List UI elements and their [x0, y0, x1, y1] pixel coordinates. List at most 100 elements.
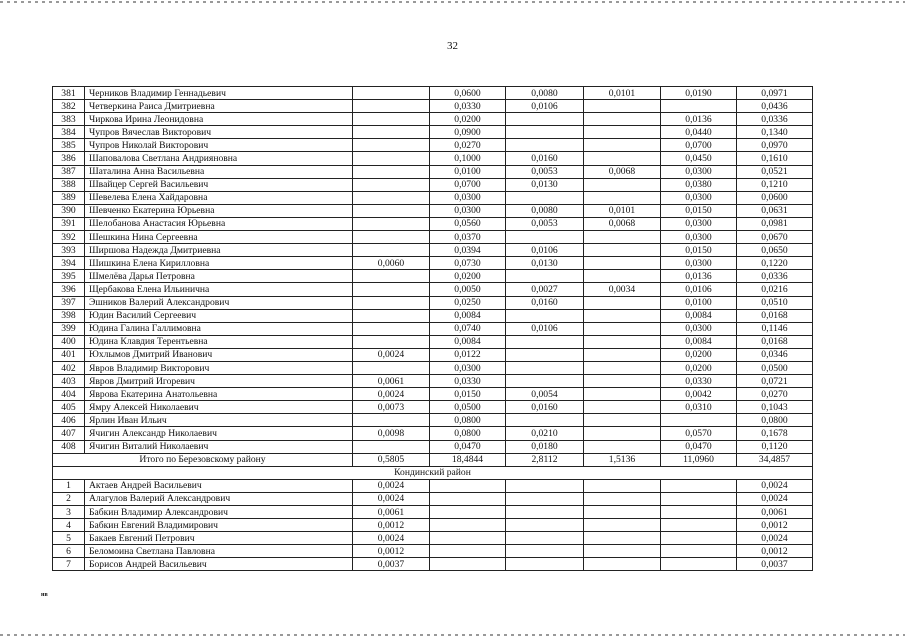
value-cell: 0,0450 [660, 151, 737, 166]
person-name: Актаев Андрей Васильевич [84, 478, 353, 493]
value-cell: 0,0300 [429, 360, 506, 376]
value-cell: 0,0012 [736, 544, 813, 559]
value-cell: 0,1043 [736, 400, 813, 415]
value-cell: 0,0054 [505, 387, 584, 402]
row-number: 390 [52, 203, 85, 218]
value-cell: 0,0650 [736, 243, 813, 258]
person-name: Юдина Галина Галлимовна [84, 321, 353, 336]
value-cell [505, 544, 584, 559]
person-name: Ярлин Иван Ильич [84, 413, 353, 428]
value-cell: 0,0370 [429, 230, 506, 245]
value-cell: 0,0600 [736, 190, 813, 205]
value-cell [660, 557, 737, 572]
value-cell: 0,0670 [736, 230, 813, 245]
value-cell [583, 413, 661, 428]
value-cell: 0,0800 [429, 413, 506, 428]
person-name: Шелобанова Анастасия Юрьевна [84, 216, 353, 232]
value-cell [352, 99, 430, 114]
value-cell: 0,0981 [736, 216, 813, 232]
value-cell: 0,0084 [660, 334, 737, 349]
row-number: 404 [52, 387, 85, 402]
value-cell: 0,0500 [429, 400, 506, 415]
row-number: 402 [52, 360, 85, 376]
value-cell [583, 321, 661, 336]
person-name: Шаталина Анна Васильевна [84, 164, 353, 179]
table-row: 401 Юхлымов Дмитрий Иванович 0,0024 0,0122 0… [52, 347, 813, 362]
person-name: Шишкина Елена Кирилловна [84, 256, 353, 271]
page-number: 32 [447, 40, 458, 52]
value-cell: 0,0106 [505, 99, 584, 114]
row-number: 387 [52, 164, 85, 179]
row-number: 3 [52, 504, 85, 520]
value-cell: 0,0106 [505, 243, 584, 258]
value-cell: 0,0024 [352, 387, 430, 402]
value-cell: 0,0330 [660, 374, 737, 389]
value-cell: 0,0700 [660, 138, 737, 153]
value-cell: 0,0168 [736, 308, 813, 323]
row-number: 407 [52, 426, 85, 441]
value-cell [583, 177, 661, 192]
value-cell [352, 177, 430, 192]
value-cell: 0,0300 [429, 203, 506, 218]
value-cell: 0,0061 [352, 504, 430, 520]
total-value: 0,5805 [352, 452, 430, 467]
value-cell [583, 491, 661, 507]
value-cell [505, 347, 584, 362]
table-row: 403 Явров Дмитрий Игоревич 0,0061 0,0330 0,0… [52, 374, 813, 389]
value-cell: 0,0080 [505, 85, 584, 101]
value-cell: 0,0122 [429, 347, 506, 362]
person-name: Шевченко Екатерина Юрьевна [84, 203, 353, 218]
value-cell [583, 387, 661, 402]
total-row: Итого по Березовскому району 0,5805 18,484… [52, 452, 813, 467]
table-row: 5 Бакаев Евгений Петрович 0,0024 0,0024 [52, 531, 813, 546]
value-cell [583, 478, 661, 493]
value-cell: 0,0800 [429, 426, 506, 441]
value-cell: 0,0106 [660, 282, 737, 297]
value-cell [660, 413, 737, 428]
row-number: 406 [52, 413, 85, 428]
value-cell [660, 99, 737, 114]
value-cell: 0,0250 [429, 295, 506, 310]
total-value: 1,5136 [583, 452, 661, 467]
value-cell [583, 544, 661, 559]
row-number: 398 [52, 308, 85, 323]
value-cell: 0,0160 [505, 295, 584, 310]
person-name: Беломоина Светлана Павловна [84, 544, 353, 559]
value-cell: 0,0210 [505, 426, 584, 441]
value-cell: 0,1000 [429, 151, 506, 166]
value-cell: 0,0270 [429, 138, 506, 153]
value-cell: 0,1146 [736, 321, 813, 336]
value-cell: 0,0024 [352, 478, 430, 493]
value-cell: 0,0200 [429, 269, 506, 284]
person-name: Черников Владимир Геннадьевич [84, 85, 353, 101]
value-cell: 0,1340 [736, 125, 813, 140]
value-cell: 0,0300 [660, 321, 737, 336]
table-row: 382 Четверкина Раиса Дмитриевна 0,0330 0,01… [52, 99, 813, 114]
table-row: 388 Швайцер Сергей Васильевич 0,0700 0,0130… [52, 177, 813, 192]
person-name: Чупров Николай Викторович [84, 138, 353, 153]
value-cell: 0,0084 [429, 308, 506, 323]
row-number: 392 [52, 230, 85, 245]
person-name: Ячигин Виталий Николаевич [84, 439, 353, 454]
value-cell: 0,0042 [660, 387, 737, 402]
value-cell: 0,1210 [736, 177, 813, 192]
value-cell: 0,0053 [505, 216, 584, 232]
value-cell: 0,0061 [352, 374, 430, 389]
value-cell [583, 269, 661, 284]
value-cell: 0,0970 [736, 138, 813, 153]
value-cell: 0,0470 [429, 439, 506, 454]
value-cell: 0,1678 [736, 426, 813, 441]
value-cell [583, 374, 661, 389]
row-number: 4 [52, 518, 85, 533]
table-row: 384 Чупров Вячеслав Викторович 0,0900 0,044… [52, 125, 813, 140]
value-cell [583, 518, 661, 533]
row-number: 5 [52, 531, 85, 546]
value-cell [505, 504, 584, 520]
value-cell [505, 478, 584, 493]
data-table: 381 Черников Владимир Геннадьевич 0,0600 0,… [52, 85, 813, 572]
table-row: 400 Юдина Клавдия Терентьевна 0,0084 0,0084… [52, 334, 813, 349]
value-cell: 0,0068 [583, 164, 661, 179]
value-cell [505, 138, 584, 153]
value-cell [583, 190, 661, 205]
value-cell: 0,0570 [660, 426, 737, 441]
